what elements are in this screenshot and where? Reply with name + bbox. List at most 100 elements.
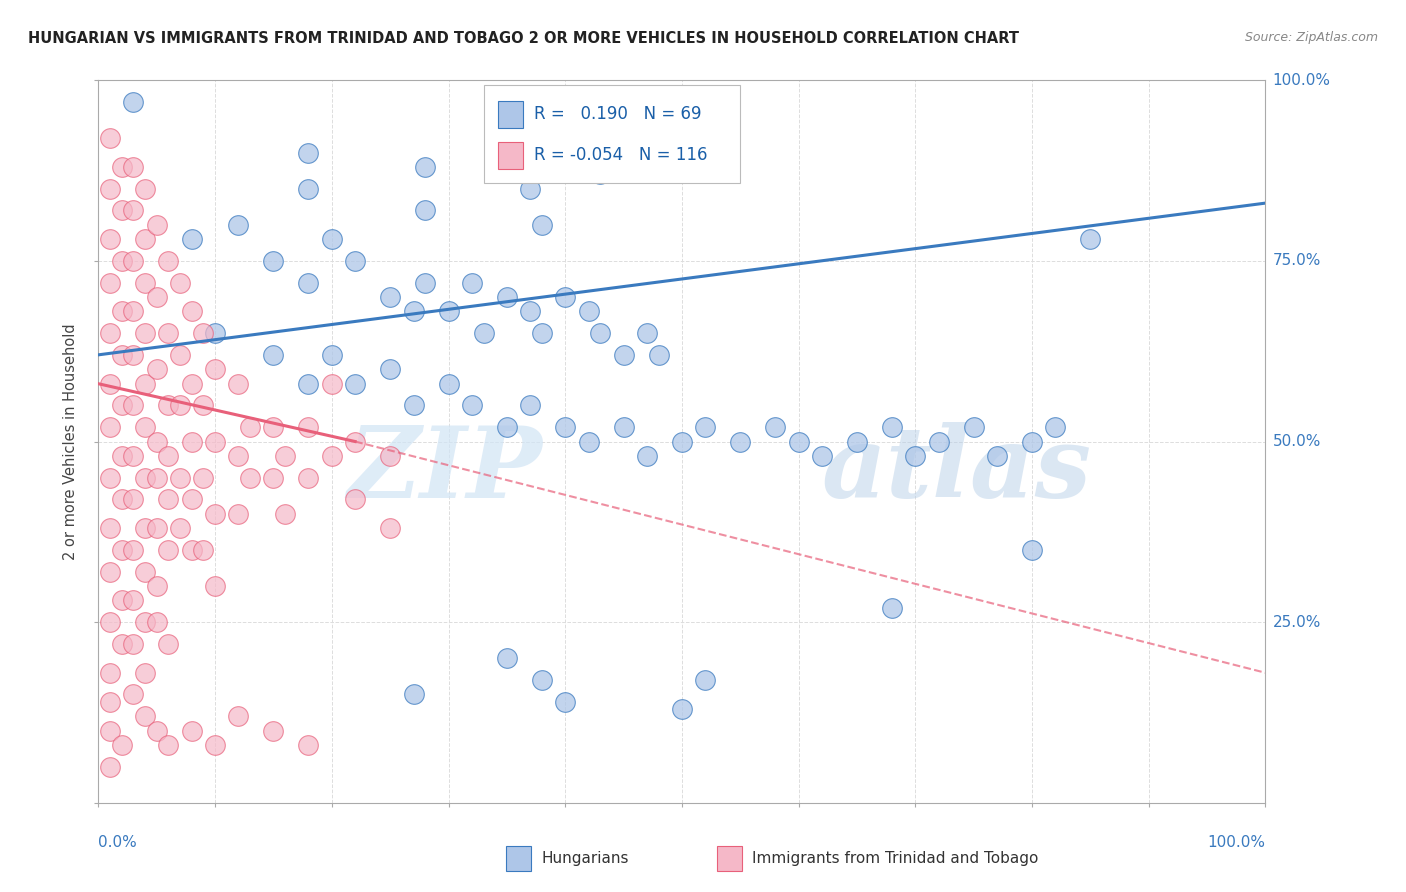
Point	[344, 376, 367, 391]
Point	[636, 449, 658, 463]
Point	[98, 723, 121, 738]
Point	[122, 160, 145, 174]
Point	[98, 232, 121, 246]
Point	[846, 434, 869, 449]
Point	[146, 615, 169, 630]
Point	[98, 521, 121, 535]
Point	[204, 326, 226, 341]
Point	[204, 362, 226, 376]
Point	[134, 665, 156, 680]
Point	[98, 565, 121, 579]
Point	[695, 673, 717, 687]
Text: 75.0%: 75.0%	[1272, 253, 1320, 268]
Point	[111, 203, 134, 218]
Text: R =   0.190   N = 69: R = 0.190 N = 69	[534, 105, 702, 123]
Point	[146, 218, 169, 232]
Point	[321, 232, 343, 246]
Point	[122, 348, 145, 362]
Y-axis label: 2 or more Vehicles in Household: 2 or more Vehicles in Household	[63, 323, 79, 560]
Point	[157, 492, 180, 507]
Point	[1021, 542, 1043, 557]
Point	[169, 276, 191, 290]
Text: 0.0%: 0.0%	[98, 836, 138, 850]
Point	[146, 290, 169, 304]
Point	[122, 593, 145, 607]
Point	[402, 687, 425, 701]
Point	[122, 542, 145, 557]
Point	[228, 449, 250, 463]
Point	[962, 420, 984, 434]
Point	[122, 492, 145, 507]
Point	[321, 449, 343, 463]
Point	[274, 507, 297, 521]
Point	[134, 521, 156, 535]
Point	[157, 398, 180, 412]
Point	[111, 449, 134, 463]
Point	[134, 709, 156, 723]
Point	[134, 471, 156, 485]
Point	[730, 434, 752, 449]
Point	[169, 471, 191, 485]
Point	[98, 665, 121, 680]
Text: R = -0.054   N = 116: R = -0.054 N = 116	[534, 146, 707, 164]
Text: 100.0%: 100.0%	[1208, 836, 1265, 850]
Text: 25.0%: 25.0%	[1272, 615, 1320, 630]
Point	[157, 449, 180, 463]
Point	[98, 131, 121, 145]
Point	[402, 304, 425, 318]
Point	[146, 471, 169, 485]
Point	[122, 95, 145, 109]
Point	[98, 760, 121, 774]
Point	[193, 326, 215, 341]
Point	[496, 290, 519, 304]
Point	[671, 702, 693, 716]
Point	[297, 376, 319, 391]
Point	[180, 434, 202, 449]
Point	[157, 738, 180, 752]
Point	[904, 449, 927, 463]
Point	[180, 542, 202, 557]
Point	[157, 637, 180, 651]
Point	[122, 398, 145, 412]
Point	[297, 182, 319, 196]
Point	[169, 398, 191, 412]
Point	[111, 738, 134, 752]
Point	[530, 326, 553, 341]
Point	[262, 723, 284, 738]
Point	[321, 348, 343, 362]
Point	[380, 362, 402, 376]
Point	[146, 362, 169, 376]
Point	[122, 304, 145, 318]
Point	[344, 492, 367, 507]
Point	[763, 420, 786, 434]
Point	[122, 637, 145, 651]
Point	[180, 304, 202, 318]
Point	[519, 304, 541, 318]
Point	[589, 167, 612, 181]
Point	[239, 471, 262, 485]
Point	[437, 304, 460, 318]
Point	[146, 723, 169, 738]
Point	[134, 615, 156, 630]
Point	[98, 615, 121, 630]
Point	[519, 398, 541, 412]
Point	[239, 420, 262, 434]
Point	[880, 600, 903, 615]
Point	[204, 738, 226, 752]
Point	[461, 276, 484, 290]
Text: Source: ZipAtlas.com: Source: ZipAtlas.com	[1244, 31, 1378, 45]
Point	[928, 434, 950, 449]
Point	[134, 326, 156, 341]
Point	[98, 182, 121, 196]
Text: Immigrants from Trinidad and Tobago: Immigrants from Trinidad and Tobago	[752, 851, 1039, 865]
Point	[612, 420, 634, 434]
Point	[157, 326, 180, 341]
Point	[157, 253, 180, 268]
Point	[134, 182, 156, 196]
Point	[98, 376, 121, 391]
Point	[402, 398, 425, 412]
Point	[157, 542, 180, 557]
Text: atlas: atlas	[823, 422, 1092, 518]
Point	[262, 420, 284, 434]
Point	[111, 542, 134, 557]
